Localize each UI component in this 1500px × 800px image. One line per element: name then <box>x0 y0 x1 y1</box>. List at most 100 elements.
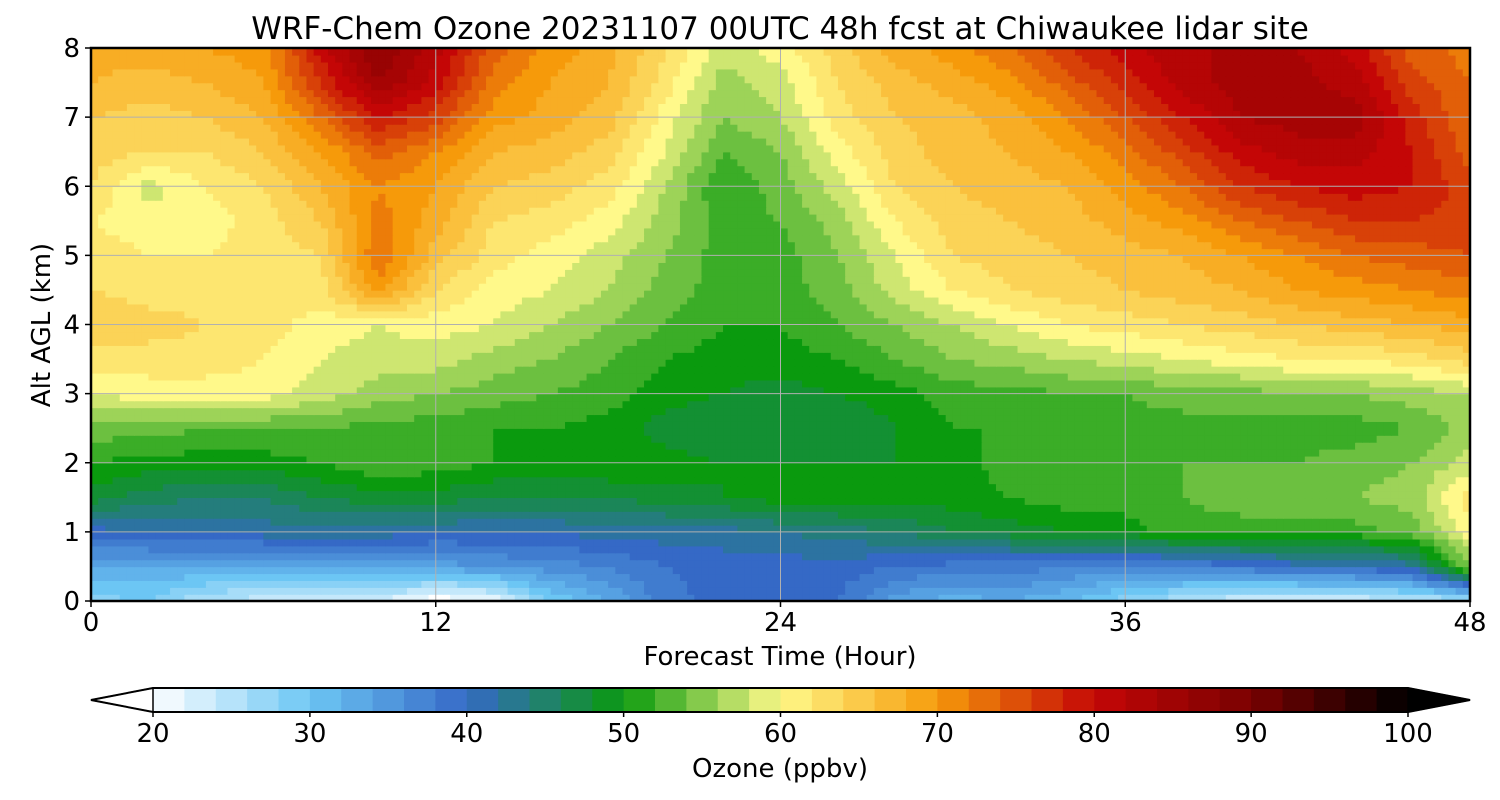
ozone-cell <box>407 497 415 505</box>
ozone-cell <box>938 435 947 443</box>
ozone-cell <box>1398 421 1407 429</box>
ozone-cell <box>249 594 257 601</box>
ozone-cell <box>536 518 545 526</box>
ozone-cell <box>1362 594 1371 601</box>
ozone-cell <box>428 538 437 547</box>
ozone-cell <box>809 421 818 429</box>
ozone-cell <box>931 504 940 512</box>
ozone-cell <box>198 524 207 533</box>
ozone-cell <box>177 594 186 601</box>
ozone-cell <box>636 580 645 588</box>
ozone-cell <box>1369 518 1378 526</box>
ozone-cell <box>478 559 487 568</box>
ozone-cell <box>464 573 473 581</box>
ozone-cell <box>715 580 724 588</box>
ozone-cell <box>421 566 430 575</box>
ozone-cell <box>486 580 494 588</box>
ozone-cell <box>1118 538 1126 547</box>
ozone-cell <box>493 524 502 533</box>
ozone-cell <box>328 435 336 443</box>
ozone-cell <box>1053 469 1062 478</box>
ozone-cell <box>557 552 566 561</box>
ozone-cell <box>1161 497 1170 505</box>
ozone-cell <box>1276 511 1284 519</box>
ozone-cell <box>1297 580 1306 588</box>
ozone-cell <box>220 594 229 601</box>
ozone-cell <box>672 538 681 547</box>
ozone-cell <box>464 504 473 512</box>
ozone-cell <box>205 587 214 595</box>
ozone-cell <box>1426 483 1435 492</box>
ozone-cell <box>837 538 846 547</box>
ozone-cell <box>751 524 760 533</box>
ozone-cell <box>1355 476 1363 485</box>
ozone-cell <box>658 462 667 471</box>
ozone-cell <box>723 580 731 588</box>
ozone-cell <box>945 469 954 478</box>
ozone-cell <box>572 448 581 457</box>
ozone-cell <box>1268 448 1277 457</box>
ozone-cell <box>378 469 387 478</box>
ozone-cell <box>227 483 236 492</box>
ozone-cell <box>1197 524 1205 533</box>
ozone-cell <box>112 531 121 540</box>
ozone-cell <box>450 490 458 499</box>
ozone-cell <box>916 559 925 568</box>
ozone-cell <box>845 580 854 588</box>
ozone-cell <box>306 531 315 540</box>
ozone-cell <box>881 559 889 568</box>
ozone-cell <box>471 524 480 533</box>
ozone-cell <box>450 483 458 492</box>
ozone-cell <box>1311 552 1320 561</box>
ozone-cell <box>98 531 107 540</box>
ozone-cell <box>823 421 832 429</box>
ozone-cell <box>794 524 803 533</box>
ozone-cell <box>902 566 911 575</box>
ozone-cell <box>356 531 365 540</box>
ozone-cell <box>1247 594 1256 601</box>
ozone-cell <box>931 442 940 450</box>
ozone-cell <box>708 476 717 485</box>
ozone-cell <box>651 483 660 492</box>
ozone-cell <box>1074 552 1083 561</box>
ozone-cell <box>1347 483 1356 492</box>
ozone-cell <box>205 435 214 443</box>
ozone-cell <box>514 538 523 547</box>
ozone-cell <box>205 442 214 450</box>
ozone-cell <box>177 580 186 588</box>
ozone-cell <box>1182 442 1191 450</box>
ozone-cell <box>234 497 243 505</box>
ozone-cell <box>945 552 954 561</box>
ozone-cell <box>1125 428 1134 436</box>
ozone-cell <box>1261 594 1270 601</box>
ozone-cell <box>1197 531 1205 540</box>
ozone-cell <box>249 566 257 575</box>
ozone-cell <box>902 469 911 478</box>
ozone-cell <box>1240 580 1249 588</box>
ozone-cell <box>1261 497 1270 505</box>
ozone-cell <box>802 428 810 436</box>
ozone-cell <box>162 531 171 540</box>
ozone-cell <box>802 448 810 457</box>
ozone-cell <box>672 448 681 457</box>
ozone-cell <box>1434 580 1442 588</box>
ozone-cell <box>708 594 717 601</box>
ozone-cell <box>1240 518 1249 526</box>
ozone-cell <box>349 435 358 443</box>
ozone-cell <box>909 518 918 526</box>
ozone-cell <box>220 518 229 526</box>
ozone-cell <box>1412 476 1421 485</box>
ozone-cell <box>392 504 401 512</box>
ozone-cell <box>306 442 315 450</box>
ozone-cell <box>421 476 430 485</box>
ozone-cell <box>155 504 164 512</box>
ozone-cell <box>1283 428 1292 436</box>
ozone-cell <box>988 442 997 450</box>
ozone-cell <box>1003 469 1012 478</box>
ozone-cell <box>988 428 997 436</box>
ozone-cell <box>744 490 753 499</box>
ozone-cell <box>543 594 552 601</box>
ozone-cell <box>292 490 300 499</box>
ozone-cell <box>665 469 674 478</box>
ozone-cell <box>249 573 257 581</box>
